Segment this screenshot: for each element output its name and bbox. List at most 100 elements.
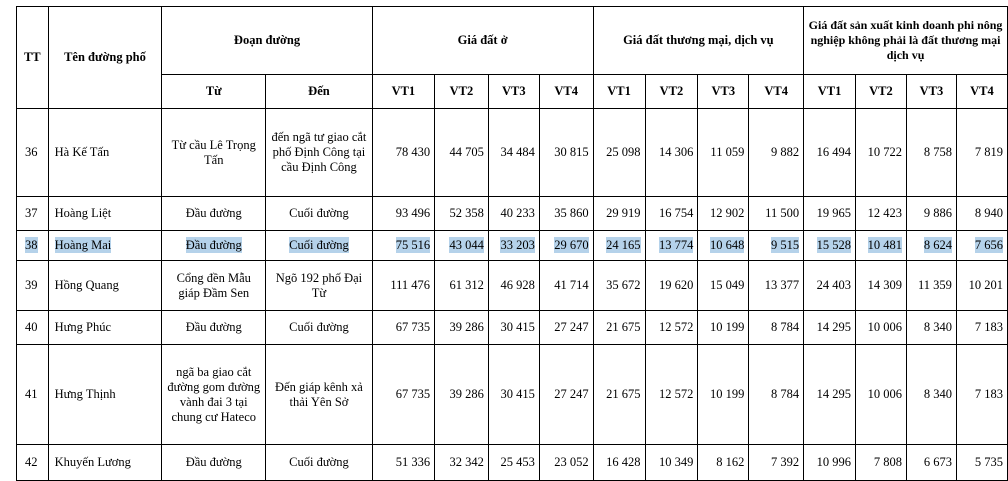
price-cell: 9 882 — [749, 109, 804, 197]
price-cell-text: 8 624 — [924, 237, 952, 253]
price-cell-text: 30 815 — [554, 145, 588, 159]
header-vt: VT4 — [749, 75, 804, 109]
table-body: 36 Hà Kế Tấn Từ cầu Lê Trọng Tấn đến ngã tư… — [17, 109, 1008, 481]
price-cell-text: 39 286 — [449, 320, 483, 334]
price-cell-text: 25 098 — [606, 145, 640, 159]
segment-to-text: Ngõ 192 phố Đại Từ — [276, 271, 362, 300]
row-number: 37 — [17, 197, 49, 231]
price-cell: 41 714 — [539, 261, 593, 311]
price-cell: 8 340 — [906, 311, 956, 345]
price-cell: 75 516 — [372, 231, 434, 261]
price-cell-text: 8 340 — [924, 387, 952, 401]
price-cell: 16 754 — [645, 197, 698, 231]
price-cell-text: 14 309 — [868, 278, 902, 292]
header-street: Tên đường phố — [48, 7, 162, 109]
segment-to: Cuối đường — [266, 197, 373, 231]
price-cell: 11 500 — [749, 197, 804, 231]
price-cell: 43 044 — [435, 231, 489, 261]
price-cell-text: 8 162 — [716, 455, 744, 469]
subheader-row: Từ Đến VT1 VT2 VT3 VT4 VT1 VT2 VT3 VT4 VT1 VT2 VT3… — [17, 75, 1008, 109]
price-cell: 7 392 — [749, 445, 804, 481]
price-cell: 8 162 — [698, 445, 749, 481]
price-cell-text: 10 199 — [710, 320, 744, 334]
street-name: Hồng Quang — [48, 261, 162, 311]
row-number: 42 — [17, 445, 49, 481]
price-cell-text: 25 453 — [500, 455, 534, 469]
price-cell-text: 6 673 — [924, 455, 952, 469]
price-cell-text: 30 415 — [500, 320, 534, 334]
segment-to-text: Cuối đường — [289, 206, 349, 220]
row-number: 38 — [17, 231, 49, 261]
street-name: Hoàng Mai — [48, 231, 162, 261]
price-cell-text: 8 940 — [975, 206, 1003, 220]
price-cell-text: 15 528 — [817, 237, 851, 253]
price-cell-text: 35 860 — [554, 206, 588, 220]
header-from: Từ — [162, 75, 266, 109]
price-cell-text: 24 403 — [817, 278, 851, 292]
street-name-text: Khuyến Lương — [55, 455, 131, 469]
price-cell: 46 928 — [488, 261, 539, 311]
price-cell: 15 049 — [698, 261, 749, 311]
price-cell-text: 7 392 — [771, 455, 799, 469]
price-cell: 24 403 — [804, 261, 856, 311]
header-nonagri: Giá đất sản xuất kinh doanh phi nông ngh… — [804, 7, 1008, 75]
price-cell-text: 41 714 — [554, 278, 588, 292]
header-commercial: Giá đất thương mại, dịch vụ — [593, 7, 803, 75]
price-cell: 10 349 — [645, 445, 698, 481]
price-cell-text: 12 423 — [868, 206, 902, 220]
price-cell: 32 342 — [435, 445, 489, 481]
price-cell: 8 340 — [906, 345, 956, 445]
street-name: Hưng Thịnh — [48, 345, 162, 445]
price-cell-text: 52 358 — [449, 206, 483, 220]
price-cell-text: 67 735 — [396, 387, 430, 401]
segment-to-text: Cuối đường — [289, 237, 349, 253]
price-cell: 35 672 — [593, 261, 645, 311]
price-cell-text: 40 233 — [500, 206, 534, 220]
street-name-text: Hoàng Mai — [55, 237, 112, 253]
price-cell-text: 35 672 — [606, 278, 640, 292]
price-cell: 21 675 — [593, 345, 645, 445]
table-row: 38 Hoàng Mai Đầu đường Cuối đường 75 516 43 0… — [17, 231, 1008, 261]
price-cell: 10 199 — [698, 345, 749, 445]
table-row: 36 Hà Kế Tấn Từ cầu Lê Trọng Tấn đến ngã tư… — [17, 109, 1008, 197]
price-cell-text: 61 312 — [449, 278, 483, 292]
price-cell-text: 8 784 — [771, 387, 799, 401]
segment-to: Cuối đường — [266, 445, 373, 481]
price-cell-text: 14 295 — [817, 320, 851, 334]
price-cell: 19 965 — [804, 197, 856, 231]
price-cell: 27 247 — [539, 345, 593, 445]
segment-to: Cuối đường — [266, 311, 373, 345]
segment-to-text: đến ngã tư giao cắt phố Định Công tại cầ… — [271, 130, 366, 174]
price-cell: 30 415 — [488, 345, 539, 445]
price-cell-text: 9 882 — [771, 145, 799, 159]
price-cell: 34 484 — [488, 109, 539, 197]
street-name-text: Hà Kế Tấn — [55, 145, 110, 159]
price-cell-text: 10 006 — [868, 387, 902, 401]
street-name: Hưng Phúc — [48, 311, 162, 345]
header-vt: VT3 — [698, 75, 749, 109]
price-cell: 13 774 — [645, 231, 698, 261]
price-cell: 10 481 — [855, 231, 906, 261]
price-cell-text: 44 705 — [449, 145, 483, 159]
header-vt: VT2 — [435, 75, 489, 109]
price-cell: 19 620 — [645, 261, 698, 311]
price-cell-text: 29 919 — [606, 206, 640, 220]
price-cell-text: 15 049 — [710, 278, 744, 292]
segment-to: đến ngã tư giao cắt phố Định Công tại cầ… — [266, 109, 373, 197]
table-row: 37 Hoàng Liệt Đầu đường Cuối đường 93 496 52 … — [17, 197, 1008, 231]
table-row: 42 Khuyến Lương Đầu đường Cuối đường 51 336 3… — [17, 445, 1008, 481]
price-cell-text: 29 670 — [554, 237, 588, 253]
price-cell: 8 940 — [956, 197, 1007, 231]
price-cell: 33 203 — [488, 231, 539, 261]
price-cell-text: 13 377 — [765, 278, 799, 292]
price-cell: 9 886 — [906, 197, 956, 231]
street-name: Hoàng Liệt — [48, 197, 162, 231]
segment-from: Đầu đường — [162, 197, 266, 231]
price-cell-text: 19 620 — [659, 278, 693, 292]
price-cell-text: 12 572 — [659, 387, 693, 401]
price-cell-text: 21 675 — [606, 387, 640, 401]
segment-from-text: Cổng đền Mẫu giáp Đầm Sen — [177, 271, 251, 300]
street-name-text: Hồng Quang — [55, 278, 119, 292]
price-cell-text: 33 203 — [500, 237, 534, 253]
price-cell: 13 377 — [749, 261, 804, 311]
